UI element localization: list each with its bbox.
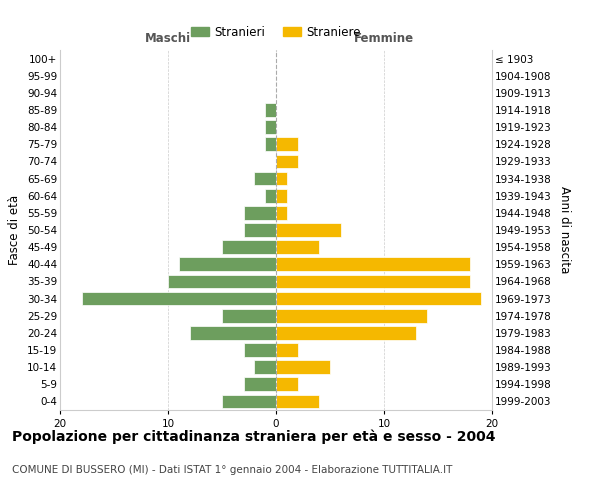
Bar	[276, 394, 319, 408]
Bar	[276, 154, 298, 168]
Bar	[244, 378, 276, 391]
Text: COMUNE DI BUSSERO (MI) - Dati ISTAT 1° gennaio 2004 - Elaborazione TUTTITALIA.IT: COMUNE DI BUSSERO (MI) - Dati ISTAT 1° g…	[12, 465, 452, 475]
Y-axis label: Fasce di età: Fasce di età	[8, 195, 22, 265]
Bar	[179, 258, 276, 271]
Text: Femmine: Femmine	[354, 32, 414, 45]
Y-axis label: Anni di nascita: Anni di nascita	[558, 186, 571, 274]
Bar	[244, 206, 276, 220]
Bar	[244, 343, 276, 357]
Bar	[276, 274, 470, 288]
Bar	[276, 343, 298, 357]
Bar	[276, 172, 287, 185]
Bar	[265, 120, 276, 134]
Bar	[276, 138, 298, 151]
Bar	[222, 240, 276, 254]
Bar	[244, 223, 276, 237]
Bar	[265, 189, 276, 202]
Bar	[222, 309, 276, 322]
Bar	[276, 206, 287, 220]
Bar	[276, 223, 341, 237]
Bar	[276, 189, 287, 202]
Bar	[276, 360, 330, 374]
Bar	[254, 360, 276, 374]
Bar	[276, 258, 470, 271]
Bar	[190, 326, 276, 340]
Legend: Stranieri, Straniere: Stranieri, Straniere	[186, 21, 366, 44]
Bar	[276, 326, 416, 340]
Bar	[276, 240, 319, 254]
Bar	[82, 292, 276, 306]
Bar	[168, 274, 276, 288]
Bar	[276, 309, 427, 322]
Bar	[265, 103, 276, 117]
Bar	[276, 292, 481, 306]
Bar	[254, 172, 276, 185]
Bar	[222, 394, 276, 408]
Bar	[276, 378, 298, 391]
Bar	[265, 138, 276, 151]
Text: Maschi: Maschi	[145, 32, 191, 45]
Text: Popolazione per cittadinanza straniera per età e sesso - 2004: Popolazione per cittadinanza straniera p…	[12, 430, 496, 444]
